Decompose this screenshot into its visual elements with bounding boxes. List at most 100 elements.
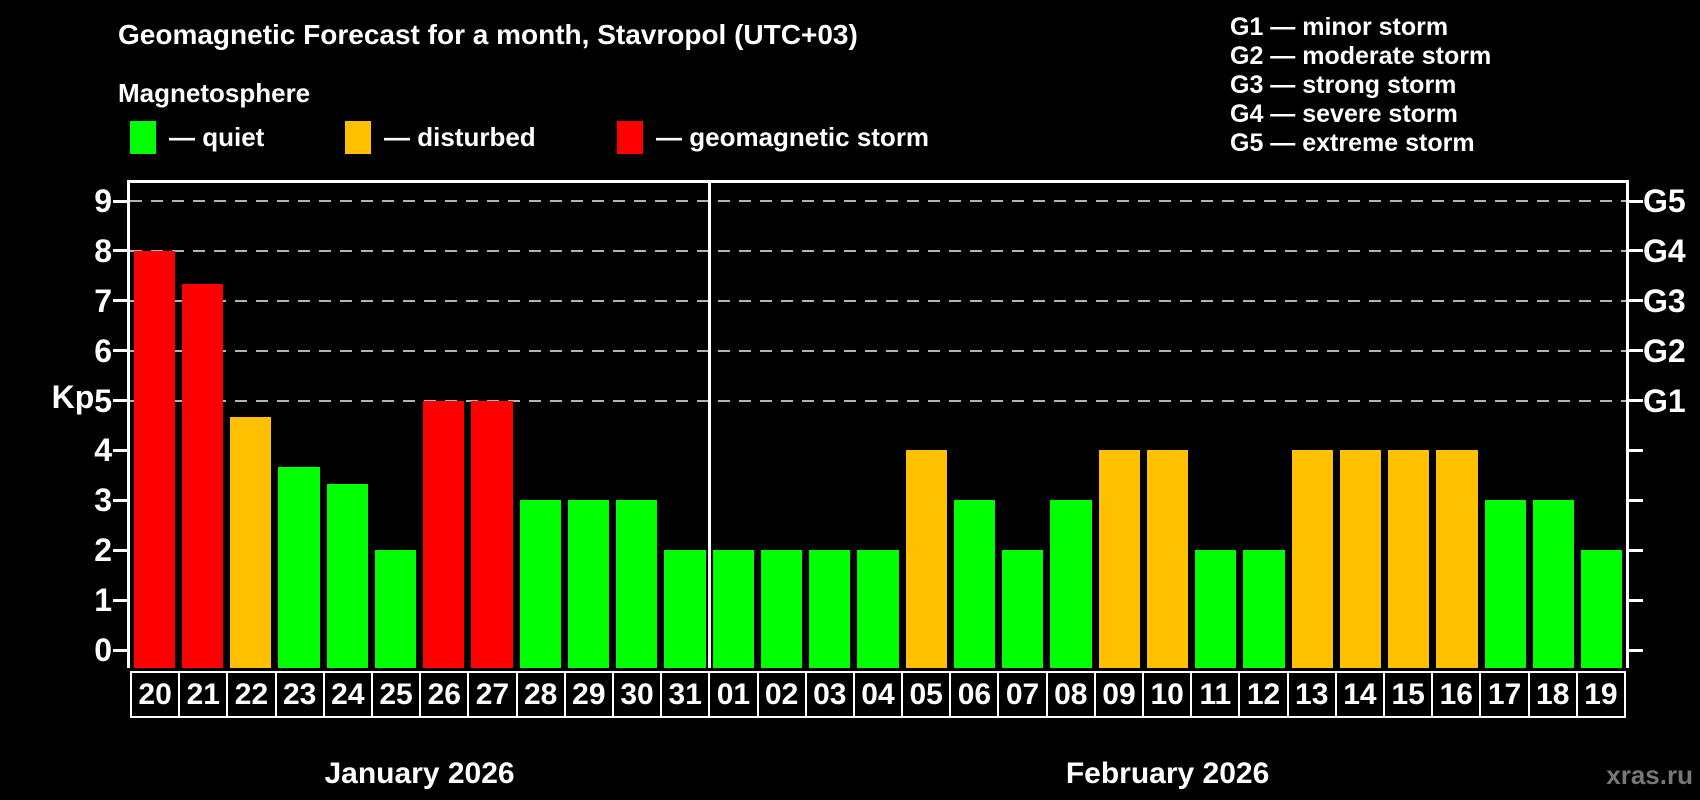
g-scale-label: G1 [1643, 382, 1686, 419]
day-label-cell: 03 [806, 673, 853, 716]
g-legend-line: G5 — extreme storm [1230, 129, 1475, 157]
day-label-cell: 05 [903, 673, 950, 716]
kp-bar [1243, 550, 1285, 668]
day-label-cell: 16 [1433, 673, 1480, 716]
day-label-cell: 19 [1577, 673, 1624, 716]
kp-bar [1002, 550, 1044, 668]
chart-subtitle: Magnetosphere [118, 78, 311, 108]
day-label-cell: 12 [1240, 673, 1287, 716]
right-axis-tick [1629, 199, 1643, 203]
gridline [130, 200, 1626, 202]
left-axis-tick [113, 598, 127, 602]
day-label-cell: 14 [1336, 673, 1384, 716]
disturbed-swatch-icon [345, 120, 371, 154]
y-axis-tick-label: 8 [94, 232, 112, 269]
left-axis-tick [113, 498, 127, 502]
left-axis-tick [113, 249, 127, 253]
gridline [130, 249, 1626, 252]
g-scale-label: G3 [1643, 282, 1686, 319]
day-label-row: 20 21 22 23 24 25 26 27 28 29 30 31 01 02 03 04 05 06 07 08… [130, 671, 1626, 718]
y-axis-tick-label: 0 [94, 632, 112, 668]
day-label-cell: 24 [324, 673, 371, 716]
y-axis-tick-label: 4 [94, 432, 112, 469]
quiet-swatch-icon [130, 120, 156, 154]
legend-item-disturbed: — disturbed [345, 120, 536, 154]
y-axis-tick-label: 5 [94, 382, 112, 419]
right-axis-tick [1629, 299, 1643, 303]
day-label-cell: 02 [758, 673, 805, 716]
day-label-cell: 11 [1192, 673, 1239, 716]
y-axis-title: Kp [51, 379, 95, 415]
g-legend-line: G3 — strong storm [1230, 71, 1457, 99]
g-legend-line: G2 — moderate storm [1230, 42, 1492, 70]
g-scale-legend: G1 — minor storm G2 — moderate storm G3 — … [1230, 13, 1491, 158]
kp-bar [1581, 550, 1623, 668]
left-axis-tick [113, 548, 127, 552]
month-label: January 2026 [324, 757, 515, 790]
kp-bar [423, 400, 465, 668]
color-legend: — quiet — disturbed — geomagnetic storm [0, 120, 1700, 154]
day-label-cell: 31 [662, 673, 709, 716]
day-label-cell: 20 [132, 673, 179, 716]
month-divider-line [707, 183, 711, 668]
storm-swatch-icon [617, 120, 643, 154]
day-label-cell: 07 [999, 673, 1046, 716]
kp-bar [471, 400, 513, 668]
left-axis-tick [113, 349, 127, 353]
kp-bar [326, 483, 368, 668]
g-scale-label: G5 [1643, 183, 1686, 219]
kp-bar [1484, 500, 1526, 668]
y-axis-tick-label: 6 [94, 332, 112, 369]
right-axis-tick [1629, 498, 1643, 502]
right-axis-tick [1629, 249, 1643, 253]
left-axis-tick [113, 648, 127, 652]
gridline [130, 399, 1626, 402]
kp-bar [1291, 450, 1333, 668]
day-label-cell: 10 [1144, 673, 1191, 716]
kp-bar [1436, 450, 1478, 668]
kp-bar [1146, 450, 1189, 668]
day-label-cell: 09 [1095, 673, 1143, 716]
day-label-cell: 22 [228, 673, 275, 716]
left-axis-tick [113, 399, 127, 403]
day-label-cell: 27 [469, 673, 516, 716]
y-axis-tick-label: 2 [94, 532, 112, 569]
kp-bar [278, 466, 320, 668]
day-label-cell: 17 [1481, 673, 1528, 716]
legend-label: — disturbed [384, 121, 536, 152]
chart-title: Geomagnetic Forecast for a month, Stavro… [118, 19, 858, 50]
kp-bar [760, 550, 803, 668]
right-axis-tick [1629, 399, 1643, 403]
right-axis-tick [1629, 548, 1643, 552]
day-label-cell: 15 [1385, 673, 1432, 716]
day-label-cell: 06 [951, 673, 998, 716]
g-scale-label: G2 [1643, 332, 1686, 369]
legend-label: — quiet [169, 121, 265, 152]
gridline [130, 299, 1626, 302]
day-label-cell: 28 [517, 673, 564, 716]
day-label-cell: 08 [1047, 673, 1094, 716]
plot-area [113, 180, 1643, 668]
day-label-cell: 25 [372, 673, 420, 716]
watermark: xras.ru [1606, 760, 1693, 790]
right-axis-tick [1629, 598, 1643, 602]
kp-bar [905, 450, 947, 668]
legend-item-quiet: — quiet [130, 120, 264, 154]
right-axis-tick [1629, 349, 1643, 353]
day-label-cell: 29 [565, 673, 612, 716]
kp-bar [809, 550, 851, 668]
right-axis-tick [1629, 648, 1643, 652]
left-axis-tick [113, 199, 127, 203]
left-axis-tick [113, 299, 127, 303]
g-legend-line: G4 — severe storm [1230, 100, 1458, 128]
kp-bar [712, 550, 754, 668]
kp-bar [953, 500, 996, 668]
kp-bar [664, 550, 706, 668]
kp-bar [133, 250, 175, 668]
g-scale-label: G4 [1643, 232, 1686, 269]
day-label-cell: 04 [854, 673, 902, 716]
day-label-cell: 30 [613, 673, 661, 716]
gridline [130, 349, 1626, 352]
kp-bar [519, 500, 561, 668]
